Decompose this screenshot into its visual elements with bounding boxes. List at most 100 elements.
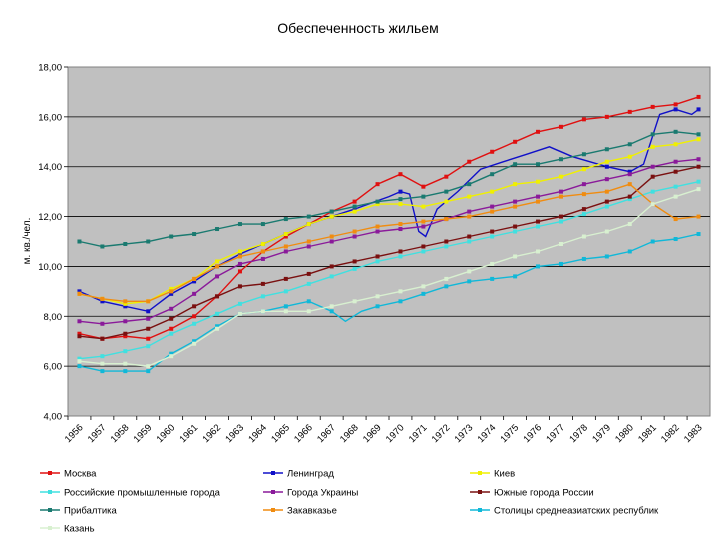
- data-point: [627, 249, 632, 254]
- x-tick-label: 1959: [132, 422, 155, 445]
- legend-label: Закавказье: [287, 506, 337, 517]
- data-point: [650, 174, 655, 179]
- data-point: [513, 139, 518, 144]
- data-point: [650, 202, 655, 207]
- series-line: [79, 181, 699, 360]
- data-point: [398, 202, 403, 207]
- data-point: [604, 199, 609, 204]
- data-point: [513, 204, 518, 209]
- data-point: [260, 256, 265, 261]
- data-point: [352, 266, 357, 271]
- data-point: [467, 214, 472, 219]
- data-point: [146, 239, 151, 244]
- data-point: [352, 299, 357, 304]
- data-point: [444, 239, 449, 244]
- legend-item: Российские промышленные города: [40, 488, 221, 499]
- data-point: [100, 296, 105, 301]
- legend-label: Казань: [64, 524, 95, 535]
- data-point: [306, 244, 311, 249]
- y-tick-label: 12,00: [38, 212, 62, 223]
- data-point: [467, 194, 472, 199]
- legend-item: Столицы среднеазиатских республик: [470, 506, 659, 517]
- data-point: [627, 154, 632, 159]
- data-point: [146, 309, 151, 314]
- data-point: [673, 159, 678, 164]
- legend-label: Москва: [64, 469, 97, 480]
- data-point: [696, 107, 701, 112]
- data-point: [604, 114, 609, 119]
- data-point: [192, 304, 197, 309]
- data-point: [306, 281, 311, 286]
- data-point: [490, 209, 495, 214]
- x-tick-label: 1980: [613, 422, 636, 445]
- data-point: [215, 227, 220, 232]
- data-point: [123, 304, 128, 309]
- y-tick-label: 6,00: [44, 362, 63, 373]
- data-point: [421, 194, 426, 199]
- data-point: [581, 192, 586, 197]
- data-point: [306, 222, 311, 227]
- chart-title: Обеспеченность жильем: [277, 20, 438, 36]
- data-point: [375, 304, 380, 309]
- data-point: [421, 204, 426, 209]
- data-point: [421, 244, 426, 249]
- data-point: [146, 369, 151, 374]
- data-point: [215, 294, 220, 299]
- data-point: [627, 222, 632, 227]
- x-tick-label: 1969: [361, 422, 384, 445]
- x-tick-label: 1967: [315, 422, 338, 445]
- data-point: [77, 239, 82, 244]
- data-point: [604, 254, 609, 259]
- x-tick-label: 1975: [499, 422, 522, 445]
- data-point: [146, 299, 151, 304]
- data-point: [558, 157, 563, 162]
- data-point: [375, 199, 380, 204]
- x-tick-label: 1958: [109, 422, 132, 445]
- data-point: [329, 309, 334, 314]
- data-point: [421, 291, 426, 296]
- data-point: [215, 264, 220, 269]
- data-point: [237, 284, 242, 289]
- data-point: [169, 286, 174, 291]
- legend-label: Ленинград: [287, 469, 334, 480]
- data-point: [260, 241, 265, 246]
- data-point: [490, 189, 495, 194]
- data-point: [237, 251, 242, 256]
- data-point: [169, 289, 174, 294]
- data-point: [146, 326, 151, 331]
- data-point: [192, 232, 197, 237]
- data-point: [352, 204, 357, 209]
- data-point: [352, 199, 357, 204]
- data-point: [237, 269, 242, 274]
- data-point: [306, 239, 311, 244]
- y-tick-label: 8,00: [44, 312, 63, 323]
- data-point: [558, 219, 563, 224]
- data-point: [100, 244, 105, 249]
- data-point: [581, 256, 586, 261]
- data-point: [123, 369, 128, 374]
- data-point: [536, 129, 541, 134]
- data-point: [673, 184, 678, 189]
- x-tick-label: 1972: [430, 422, 453, 445]
- x-tick-label: 1956: [63, 422, 86, 445]
- data-point: [123, 349, 128, 354]
- series-line: [79, 96, 699, 340]
- data-point: [329, 234, 334, 239]
- data-point: [444, 174, 449, 179]
- x-tick-label: 1971: [407, 422, 430, 445]
- series-5: [77, 157, 701, 326]
- data-point: [673, 142, 678, 147]
- x-tick-label: 1968: [338, 422, 361, 445]
- x-tick-label: 1976: [521, 422, 544, 445]
- legend: Москва Ленинград Киев Российские промышленн…: [40, 469, 659, 535]
- data-point: [192, 276, 197, 281]
- legend-item: Южные города России: [470, 488, 594, 499]
- data-point: [513, 224, 518, 229]
- data-point: [100, 321, 105, 326]
- data-point: [123, 299, 128, 304]
- data-point: [513, 182, 518, 187]
- data-point: [352, 209, 357, 214]
- data-point: [283, 289, 288, 294]
- data-point: [536, 219, 541, 224]
